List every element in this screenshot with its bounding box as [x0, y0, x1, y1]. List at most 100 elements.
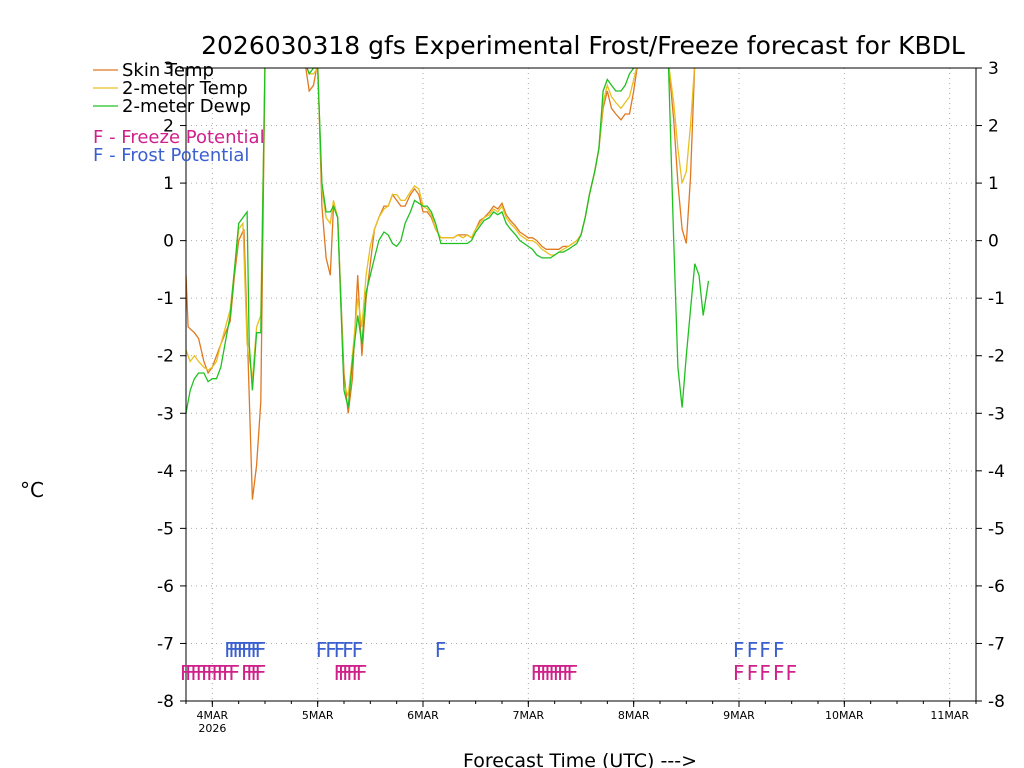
y-tick-label-left: -8 [157, 692, 174, 712]
frost-marker: F [316, 638, 328, 662]
x-tick-label: 8MAR [618, 709, 650, 722]
freeze-marker: F [773, 661, 785, 685]
axes: -8 -8 -7 -7 -6 -6 -5 -5 -4 -4 -3 -3 -2 -2 -1 -1 0 0 1 1 2 2 3 3… [157, 59, 1005, 735]
freeze-marker: F [531, 661, 543, 685]
y-tick-label-right: 2 [988, 117, 999, 137]
frost-marker: F [228, 638, 240, 662]
freeze-marker: F [342, 661, 354, 685]
freeze-marker: F [201, 661, 213, 685]
freeze-marker: F [246, 661, 258, 685]
freeze-marker: F [352, 661, 364, 685]
frost-marker: F [251, 638, 263, 662]
y-tick-label-left: -2 [157, 347, 174, 367]
y-tick-label-right: 1 [988, 174, 999, 194]
x-tick-label: 6MAR [407, 709, 439, 722]
x-tick-label: 11MAR [930, 709, 969, 722]
series-line-skin-temp [186, 68, 696, 500]
freeze-marker: F [356, 661, 368, 685]
potential-legend-label: F - Freeze Potential [93, 127, 265, 148]
freeze-marker: F [185, 661, 197, 685]
freeze-marker: F [562, 661, 574, 685]
legend-label: 2-meter Dewp [122, 96, 251, 117]
freeze-marker: F [747, 661, 759, 685]
y-tick-label-left: -7 [157, 634, 174, 654]
frost-marker: F [773, 638, 785, 662]
freeze-marker: F [251, 661, 263, 685]
frost-marker: F [233, 638, 245, 662]
freeze-marker: F [338, 661, 350, 685]
y-tick-label-left: -3 [157, 404, 174, 424]
frost-marker: F [352, 638, 364, 662]
freeze-marker: F [222, 661, 234, 685]
y-tick-label-right: -2 [988, 347, 1005, 367]
frost-marker: F [733, 638, 745, 662]
freeze-marker: F [196, 661, 208, 685]
grid-lines [186, 68, 976, 701]
x-axis-label: Forecast Time (UTC) ---> [463, 750, 697, 768]
series-line-2-meter-temp [186, 68, 696, 397]
freeze-marker: F [206, 661, 218, 685]
x-tick-label: 4MAR [196, 709, 228, 722]
freeze-marker: F [255, 661, 267, 685]
frost-marker: F [759, 638, 771, 662]
y-tick-label-left: -1 [157, 289, 174, 309]
series-line-2-meter-dewp [186, 68, 710, 414]
y-tick-label-right: -3 [988, 404, 1005, 424]
freeze-marker: F [536, 661, 548, 685]
freeze-marker: F [180, 661, 192, 685]
y-tick-label-right: -5 [988, 519, 1005, 539]
series-layer [186, 68, 710, 500]
y-tick-label-right: 0 [988, 232, 999, 252]
y-tick-label-left: -4 [157, 462, 174, 482]
frost-marker: F [325, 638, 337, 662]
frost-marker: F [246, 638, 258, 662]
freeze-marker: F [549, 661, 561, 685]
freeze-marker: F [759, 661, 771, 685]
y-tick-label-left: 3 [163, 59, 174, 79]
plot-frame [185, 67, 977, 702]
y-axis-label: °C [20, 478, 44, 502]
potential-legend-label: F - Frost Potential [93, 145, 249, 166]
y-tick-label-right: -6 [988, 577, 1005, 597]
frost-marker: F [241, 638, 253, 662]
frost-marker: F [334, 638, 346, 662]
freeze-marker: F [557, 661, 569, 685]
freeze-marker: F [241, 661, 253, 685]
x-tick-sublabel: 2026 [198, 722, 226, 735]
y-tick-label-left: 2 [163, 117, 174, 137]
frost-marker: F [747, 638, 759, 662]
y-tick-label-left: -5 [157, 519, 174, 539]
freeze-marker: F [212, 661, 224, 685]
y-tick-label-left: 0 [163, 232, 174, 252]
frost-marker: F [224, 638, 236, 662]
freeze-marker: F [567, 661, 579, 685]
freeze-marker: F [540, 661, 552, 685]
y-tick-label-right: -4 [988, 462, 1005, 482]
freeze-marker: F [228, 661, 240, 685]
freeze-marker: F [553, 661, 565, 685]
y-tick-label-right: -8 [988, 692, 1005, 712]
legend-label: Skin Temp [122, 60, 214, 81]
frost-marker: F [255, 638, 267, 662]
freeze-marker: F [733, 661, 745, 685]
freeze-marker: F [334, 661, 346, 685]
freeze-marker: F [544, 661, 556, 685]
freeze-marker: F [786, 661, 798, 685]
frost-marker: F [237, 638, 249, 662]
x-tick-label: 10MAR [825, 709, 864, 722]
x-tick-label: 5MAR [302, 709, 334, 722]
freeze-marker: F [346, 661, 358, 685]
freeze-marker: F [217, 661, 229, 685]
legend-label: 2-meter Temp [122, 78, 248, 99]
freeze-marker: F [191, 661, 203, 685]
chart-title: 2026030318 gfs Experimental Frost/Freeze… [201, 31, 965, 60]
x-tick-label: 9MAR [723, 709, 755, 722]
y-tick-label-right: 3 [988, 59, 999, 79]
frost-marker: F [342, 638, 354, 662]
x-tick-label: 7MAR [512, 709, 544, 722]
y-tick-label-left: 1 [163, 174, 174, 194]
y-tick-label-right: -1 [988, 289, 1005, 309]
